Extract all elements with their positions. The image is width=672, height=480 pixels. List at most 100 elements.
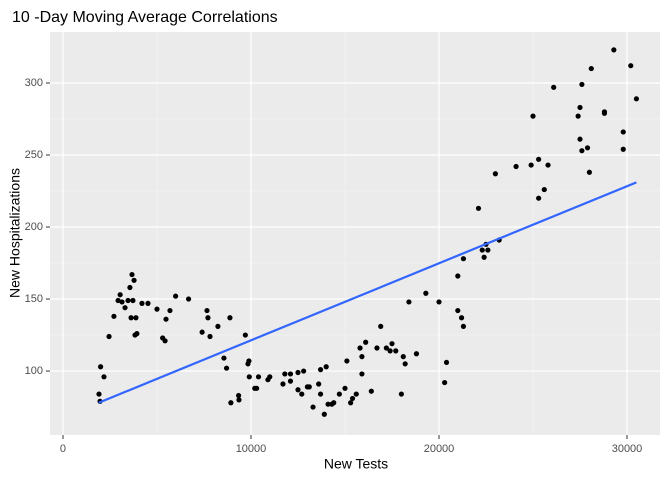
point (348, 400, 354, 406)
point (301, 368, 307, 374)
point (221, 355, 227, 361)
y-axis-label: New Hospitalizations (7, 168, 23, 298)
point (242, 332, 248, 338)
point (199, 329, 205, 335)
point (139, 300, 145, 306)
point (620, 129, 626, 135)
point (442, 379, 448, 386)
point (122, 305, 128, 311)
point (295, 387, 301, 393)
y-tick-label: 150 (25, 293, 43, 305)
point (321, 411, 327, 417)
point (228, 400, 234, 406)
point (167, 307, 173, 314)
point (134, 331, 140, 337)
point (235, 392, 242, 399)
point (460, 323, 467, 330)
point (154, 306, 160, 312)
point (267, 374, 273, 380)
point (363, 339, 369, 345)
point (131, 277, 137, 283)
point (577, 136, 583, 142)
point (383, 345, 389, 351)
point (584, 145, 591, 151)
point (117, 292, 123, 298)
point (402, 361, 408, 367)
x-axis-label: New Tests (324, 456, 388, 472)
trend-line (98, 181, 637, 404)
point (541, 186, 547, 193)
point (387, 348, 393, 354)
point (579, 81, 585, 88)
point (579, 148, 585, 154)
point (342, 385, 348, 391)
y-tick-label: 250 (25, 149, 43, 161)
point (359, 371, 365, 377)
point (551, 84, 557, 90)
x-tick-label: 0 (60, 443, 66, 455)
point (130, 297, 136, 304)
point (96, 391, 102, 397)
point (185, 296, 192, 302)
point (145, 300, 151, 306)
point (528, 162, 534, 168)
point (633, 96, 640, 102)
point (530, 113, 536, 119)
point (205, 315, 211, 321)
point (588, 65, 594, 72)
point (481, 254, 487, 260)
point (111, 313, 117, 319)
point (374, 345, 380, 351)
point (393, 348, 399, 354)
point (325, 401, 331, 407)
x-tick-label: 30000 (612, 443, 643, 455)
point (536, 195, 542, 201)
point (331, 400, 337, 406)
point (436, 299, 442, 305)
point (317, 391, 324, 397)
point (492, 171, 499, 177)
point (282, 371, 288, 377)
point (336, 391, 342, 397)
x-tick-label: 20000 (424, 443, 455, 455)
y-tick-label: 100 (25, 365, 43, 377)
point (236, 397, 242, 403)
y-tick-label: 200 (25, 221, 43, 233)
point (601, 110, 608, 116)
point (310, 404, 316, 410)
point (133, 315, 139, 321)
point (223, 365, 230, 371)
point (458, 315, 465, 321)
point (97, 364, 104, 370)
point (406, 299, 412, 305)
point (316, 381, 322, 387)
point (295, 369, 301, 376)
point (400, 354, 406, 360)
point (129, 271, 135, 278)
point (455, 307, 461, 314)
point (106, 333, 112, 340)
point (423, 290, 429, 296)
point (344, 358, 350, 364)
point (513, 163, 519, 170)
point (389, 341, 395, 347)
point (162, 338, 168, 344)
point (479, 247, 485, 253)
point (227, 315, 233, 321)
x-tick-label: 10000 (236, 443, 267, 455)
point (455, 273, 461, 279)
point (254, 385, 260, 391)
point (280, 381, 286, 387)
point (357, 345, 363, 351)
point (575, 113, 581, 119)
point (349, 395, 356, 402)
point (628, 63, 634, 69)
point (317, 367, 324, 373)
point (119, 299, 125, 305)
point (611, 47, 617, 53)
point (620, 146, 626, 152)
point (163, 316, 169, 322)
point (125, 297, 131, 304)
point (359, 354, 365, 360)
